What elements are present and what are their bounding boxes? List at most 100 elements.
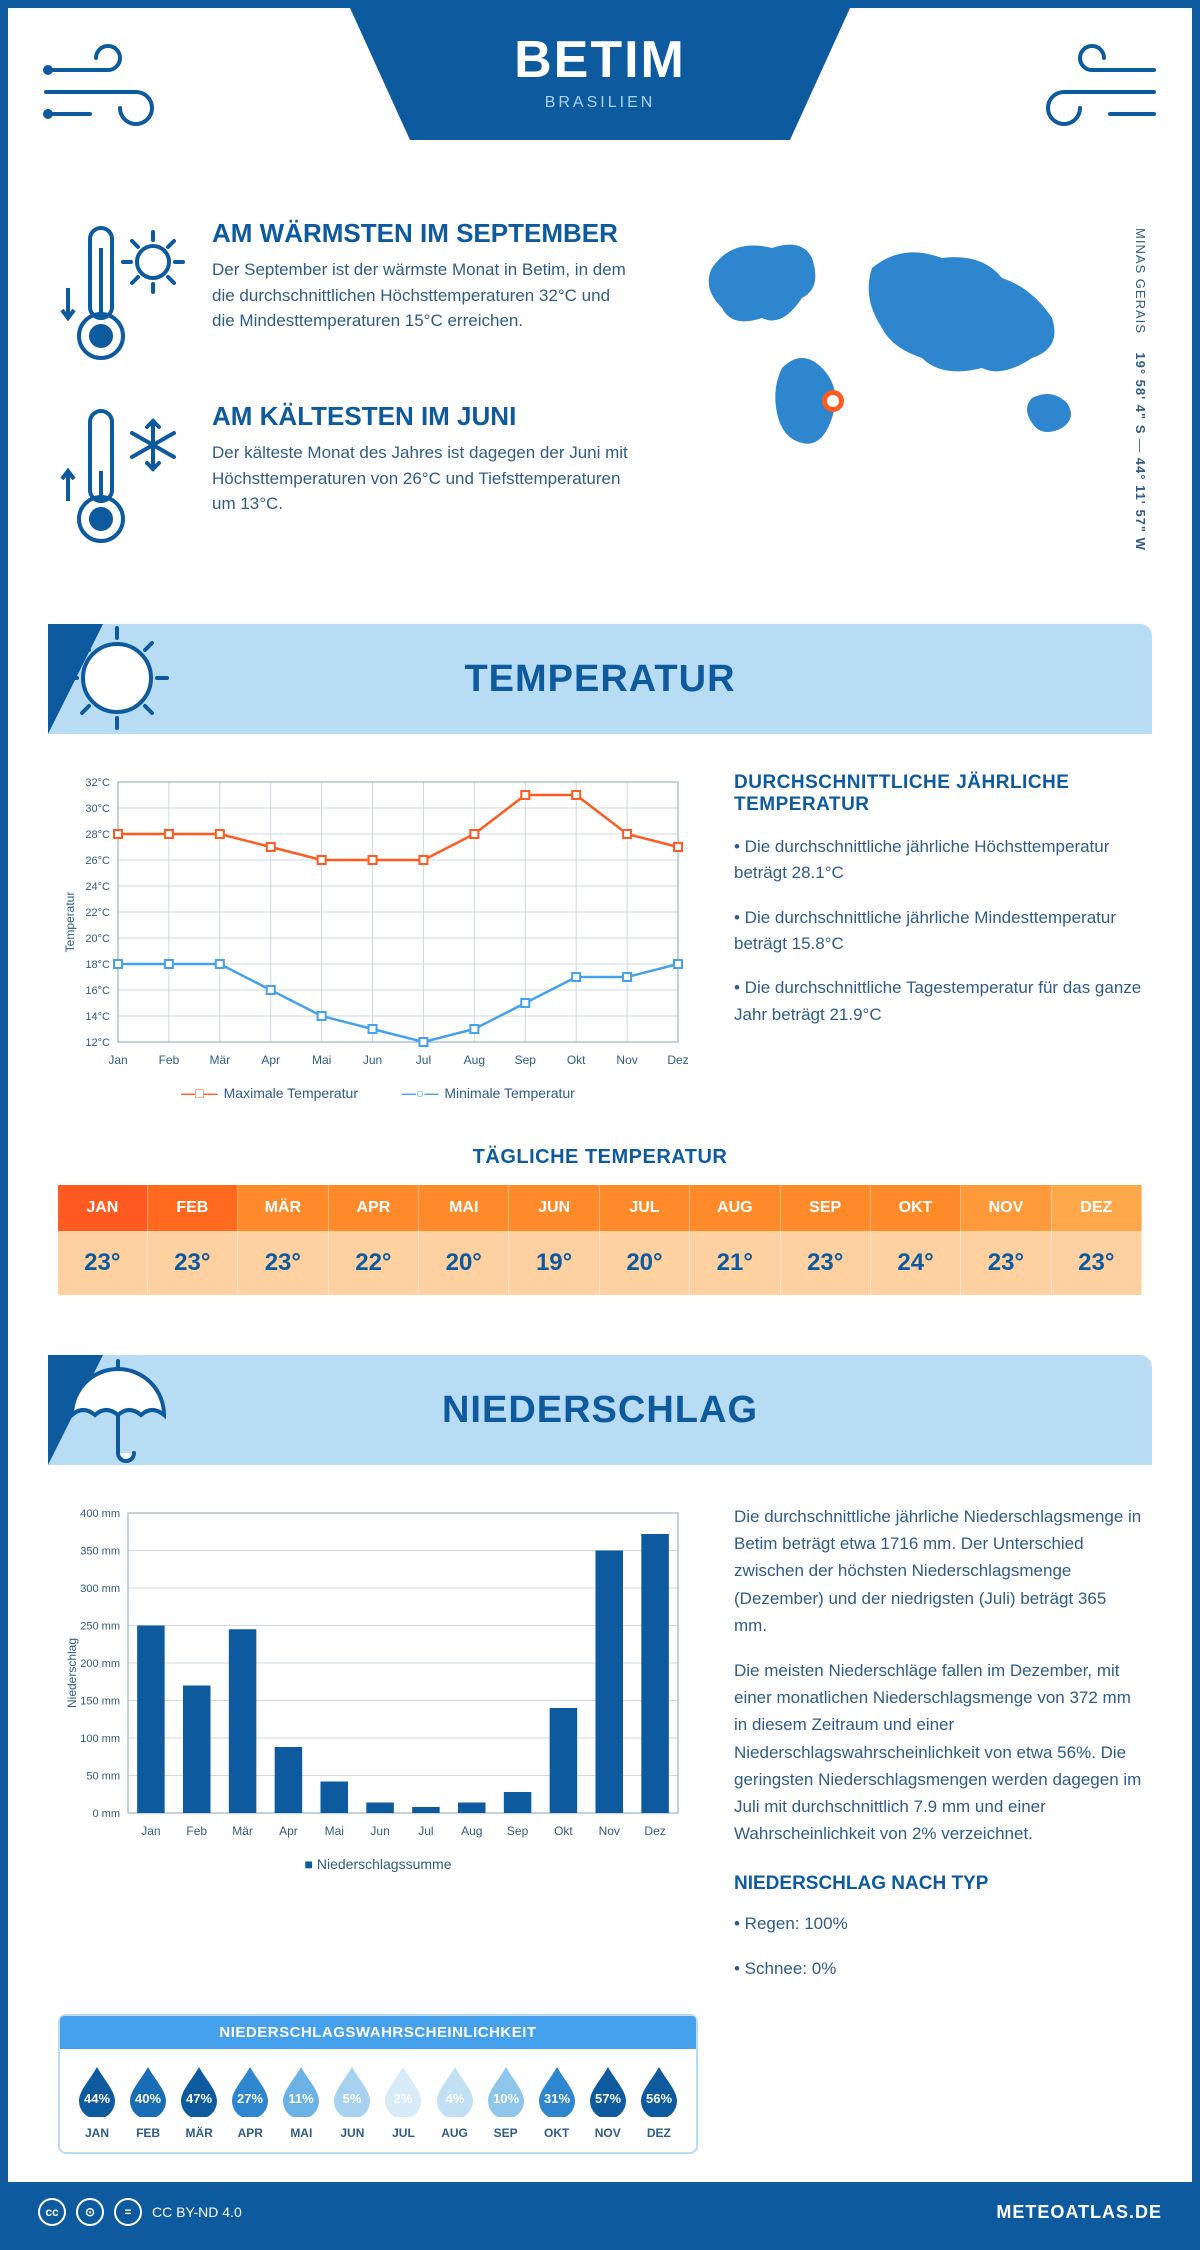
precip-probability-box: NIEDERSCHLAGSWAHRSCHEINLICHKEIT 44%JAN40… (58, 2014, 698, 2154)
cc-icon: cc (38, 2198, 66, 2226)
svg-text:30°C: 30°C (85, 803, 110, 815)
daily-temp-value: 23° (147, 1231, 237, 1295)
svg-text:Jun: Jun (363, 1053, 382, 1067)
svg-text:Apr: Apr (261, 1053, 280, 1067)
svg-text:Jan: Jan (141, 1824, 160, 1838)
map-marker-icon (822, 390, 844, 412)
svg-text:Jan: Jan (108, 1053, 127, 1067)
precip-text: Die durchschnittliche jährliche Niedersc… (734, 1503, 1142, 1639)
precip-type-snow: • Schnee: 0% (734, 1955, 1142, 1982)
svg-text:Mär: Mär (209, 1053, 230, 1067)
svg-text:Dez: Dez (644, 1824, 665, 1838)
svg-text:22°C: 22°C (85, 907, 110, 919)
svg-text:Feb: Feb (186, 1824, 207, 1838)
month-header: SEP (780, 1185, 870, 1231)
svg-text:27%: 27% (237, 2091, 263, 2106)
title-banner: BETIM BRASILIEN (350, 8, 850, 140)
month-header: AUG (690, 1185, 780, 1231)
probability-drop: 4%AUG (432, 2063, 478, 2140)
probability-drop: 2%JUL (380, 2063, 426, 2140)
svg-text:14°C: 14°C (85, 1011, 110, 1023)
svg-text:16°C: 16°C (85, 985, 110, 997)
svg-text:11%: 11% (289, 2091, 315, 2106)
month-header: JAN (58, 1185, 147, 1231)
daily-temp-value: 23° (58, 1231, 147, 1295)
license-label: CC BY-ND 4.0 (152, 2204, 242, 2220)
summary-section: AM WÄRMSTEN IM SEPTEMBER Der September i… (8, 208, 1192, 604)
daily-temp-value: 23° (780, 1231, 870, 1295)
svg-text:Niederschlag: Niederschlag (65, 1638, 79, 1708)
temperature-info: DURCHSCHNITTLICHE JÄHRLICHE TEMPERATUR •… (734, 772, 1142, 1112)
svg-text:Aug: Aug (461, 1824, 482, 1838)
precipitation-info: Die durchschnittliche jährliche Niedersc… (734, 1503, 1142, 2000)
svg-text:50 mm: 50 mm (86, 1771, 120, 1783)
warmest-row: AM WÄRMSTEN IM SEPTEMBER Der September i… (58, 218, 652, 373)
chart-legend: ■ Niederschlagssumme (58, 1856, 698, 1872)
month-header: JUL (599, 1185, 689, 1231)
daily-temp-value: 23° (238, 1231, 329, 1295)
daily-temp-title: TÄGLICHE TEMPERATUR (8, 1146, 1192, 1169)
svg-text:0 mm: 0 mm (93, 1808, 121, 1820)
thermometer-snow-icon (58, 401, 188, 556)
probability-drop: 57%NOV (585, 2063, 631, 2140)
svg-text:Okt: Okt (567, 1053, 586, 1067)
svg-text:Sep: Sep (515, 1053, 537, 1067)
month-header: FEB (147, 1185, 237, 1231)
month-header: MAI (419, 1185, 509, 1231)
temperature-section-header: TEMPERATUR (48, 624, 1152, 734)
svg-text:12°C: 12°C (85, 1037, 110, 1049)
daily-temp-value: 22° (328, 1231, 418, 1295)
svg-text:24°C: 24°C (85, 881, 110, 893)
svg-text:Mär: Mär (232, 1824, 253, 1838)
precip-type-title: NIEDERSCHLAG NACH TYP (734, 1869, 1142, 1899)
by-icon: ⊙ (76, 2198, 104, 2226)
probability-drop: 11%MAI (278, 2063, 324, 2140)
month-header: JUN (509, 1185, 599, 1231)
nd-icon: = (114, 2198, 142, 2226)
daily-temp-table: JANFEBMÄRAPRMAIJUNJULAUGSEPOKTNOVDEZ 23°… (58, 1185, 1142, 1295)
svg-text:18°C: 18°C (85, 959, 110, 971)
chart-legend: Maximale Temperatur Minimale Temperatur (58, 1085, 698, 1101)
svg-text:10%: 10% (493, 2091, 519, 2106)
svg-text:Feb: Feb (159, 1053, 180, 1067)
svg-text:Okt: Okt (554, 1824, 573, 1838)
svg-text:26°C: 26°C (85, 855, 110, 867)
daily-temp-value: 20° (419, 1231, 509, 1295)
svg-text:31%: 31% (544, 2091, 570, 2106)
svg-text:350 mm: 350 mm (80, 1546, 120, 1558)
svg-text:Apr: Apr (279, 1824, 298, 1838)
probability-drop: 10%SEP (483, 2063, 529, 2140)
month-header: APR (328, 1185, 418, 1231)
warmest-text: Der September ist der wärmste Monat in B… (212, 257, 632, 334)
temperature-line-chart: 12°C14°C16°C18°C20°C22°C24°C26°C28°C30°C… (58, 772, 698, 1112)
temp-info-bullet: • Die durchschnittliche Tagestemperatur … (734, 975, 1142, 1028)
wind-icon (38, 36, 178, 151)
svg-text:Jul: Jul (418, 1824, 433, 1838)
header: BETIM BRASILIEN (8, 8, 1192, 208)
precipitation-title: NIEDERSCHLAG (442, 1389, 758, 1432)
thermometer-sun-icon (58, 218, 188, 373)
coldest-title: AM KÄLTESTEN IM JUNI (212, 401, 632, 432)
daily-temp-value: 21° (690, 1231, 780, 1295)
svg-text:2%: 2% (394, 2091, 413, 2106)
umbrella-icon (52, 1349, 182, 1484)
svg-text:40%: 40% (135, 2091, 161, 2106)
svg-text:Mai: Mai (325, 1824, 344, 1838)
svg-text:32°C: 32°C (85, 777, 110, 789)
svg-text:47%: 47% (186, 2091, 212, 2106)
svg-text:400 mm: 400 mm (80, 1508, 120, 1520)
svg-text:Aug: Aug (464, 1053, 485, 1067)
wind-icon (1022, 36, 1162, 151)
precip-type-rain: • Regen: 100% (734, 1910, 1142, 1937)
probability-drop: 5%JUN (329, 2063, 375, 2140)
daily-temp-value: 19° (509, 1231, 599, 1295)
precip-text: Die meisten Niederschläge fallen im Deze… (734, 1657, 1142, 1847)
warmest-title: AM WÄRMSTEN IM SEPTEMBER (212, 218, 632, 249)
daily-temp-value: 20° (599, 1231, 689, 1295)
month-header: DEZ (1051, 1185, 1141, 1231)
svg-text:Mai: Mai (312, 1053, 331, 1067)
country-subtitle: BRASILIEN (350, 94, 850, 112)
world-map: MINAS GERAIS 19° 58' 4" S — 44° 11' 57" … (682, 218, 1142, 584)
month-header: OKT (870, 1185, 960, 1231)
temp-info-bullet: • Die durchschnittliche jährliche Mindes… (734, 905, 1142, 958)
